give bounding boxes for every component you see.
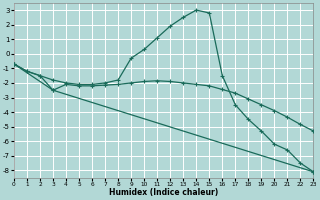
X-axis label: Humidex (Indice chaleur): Humidex (Indice chaleur) <box>109 188 218 197</box>
